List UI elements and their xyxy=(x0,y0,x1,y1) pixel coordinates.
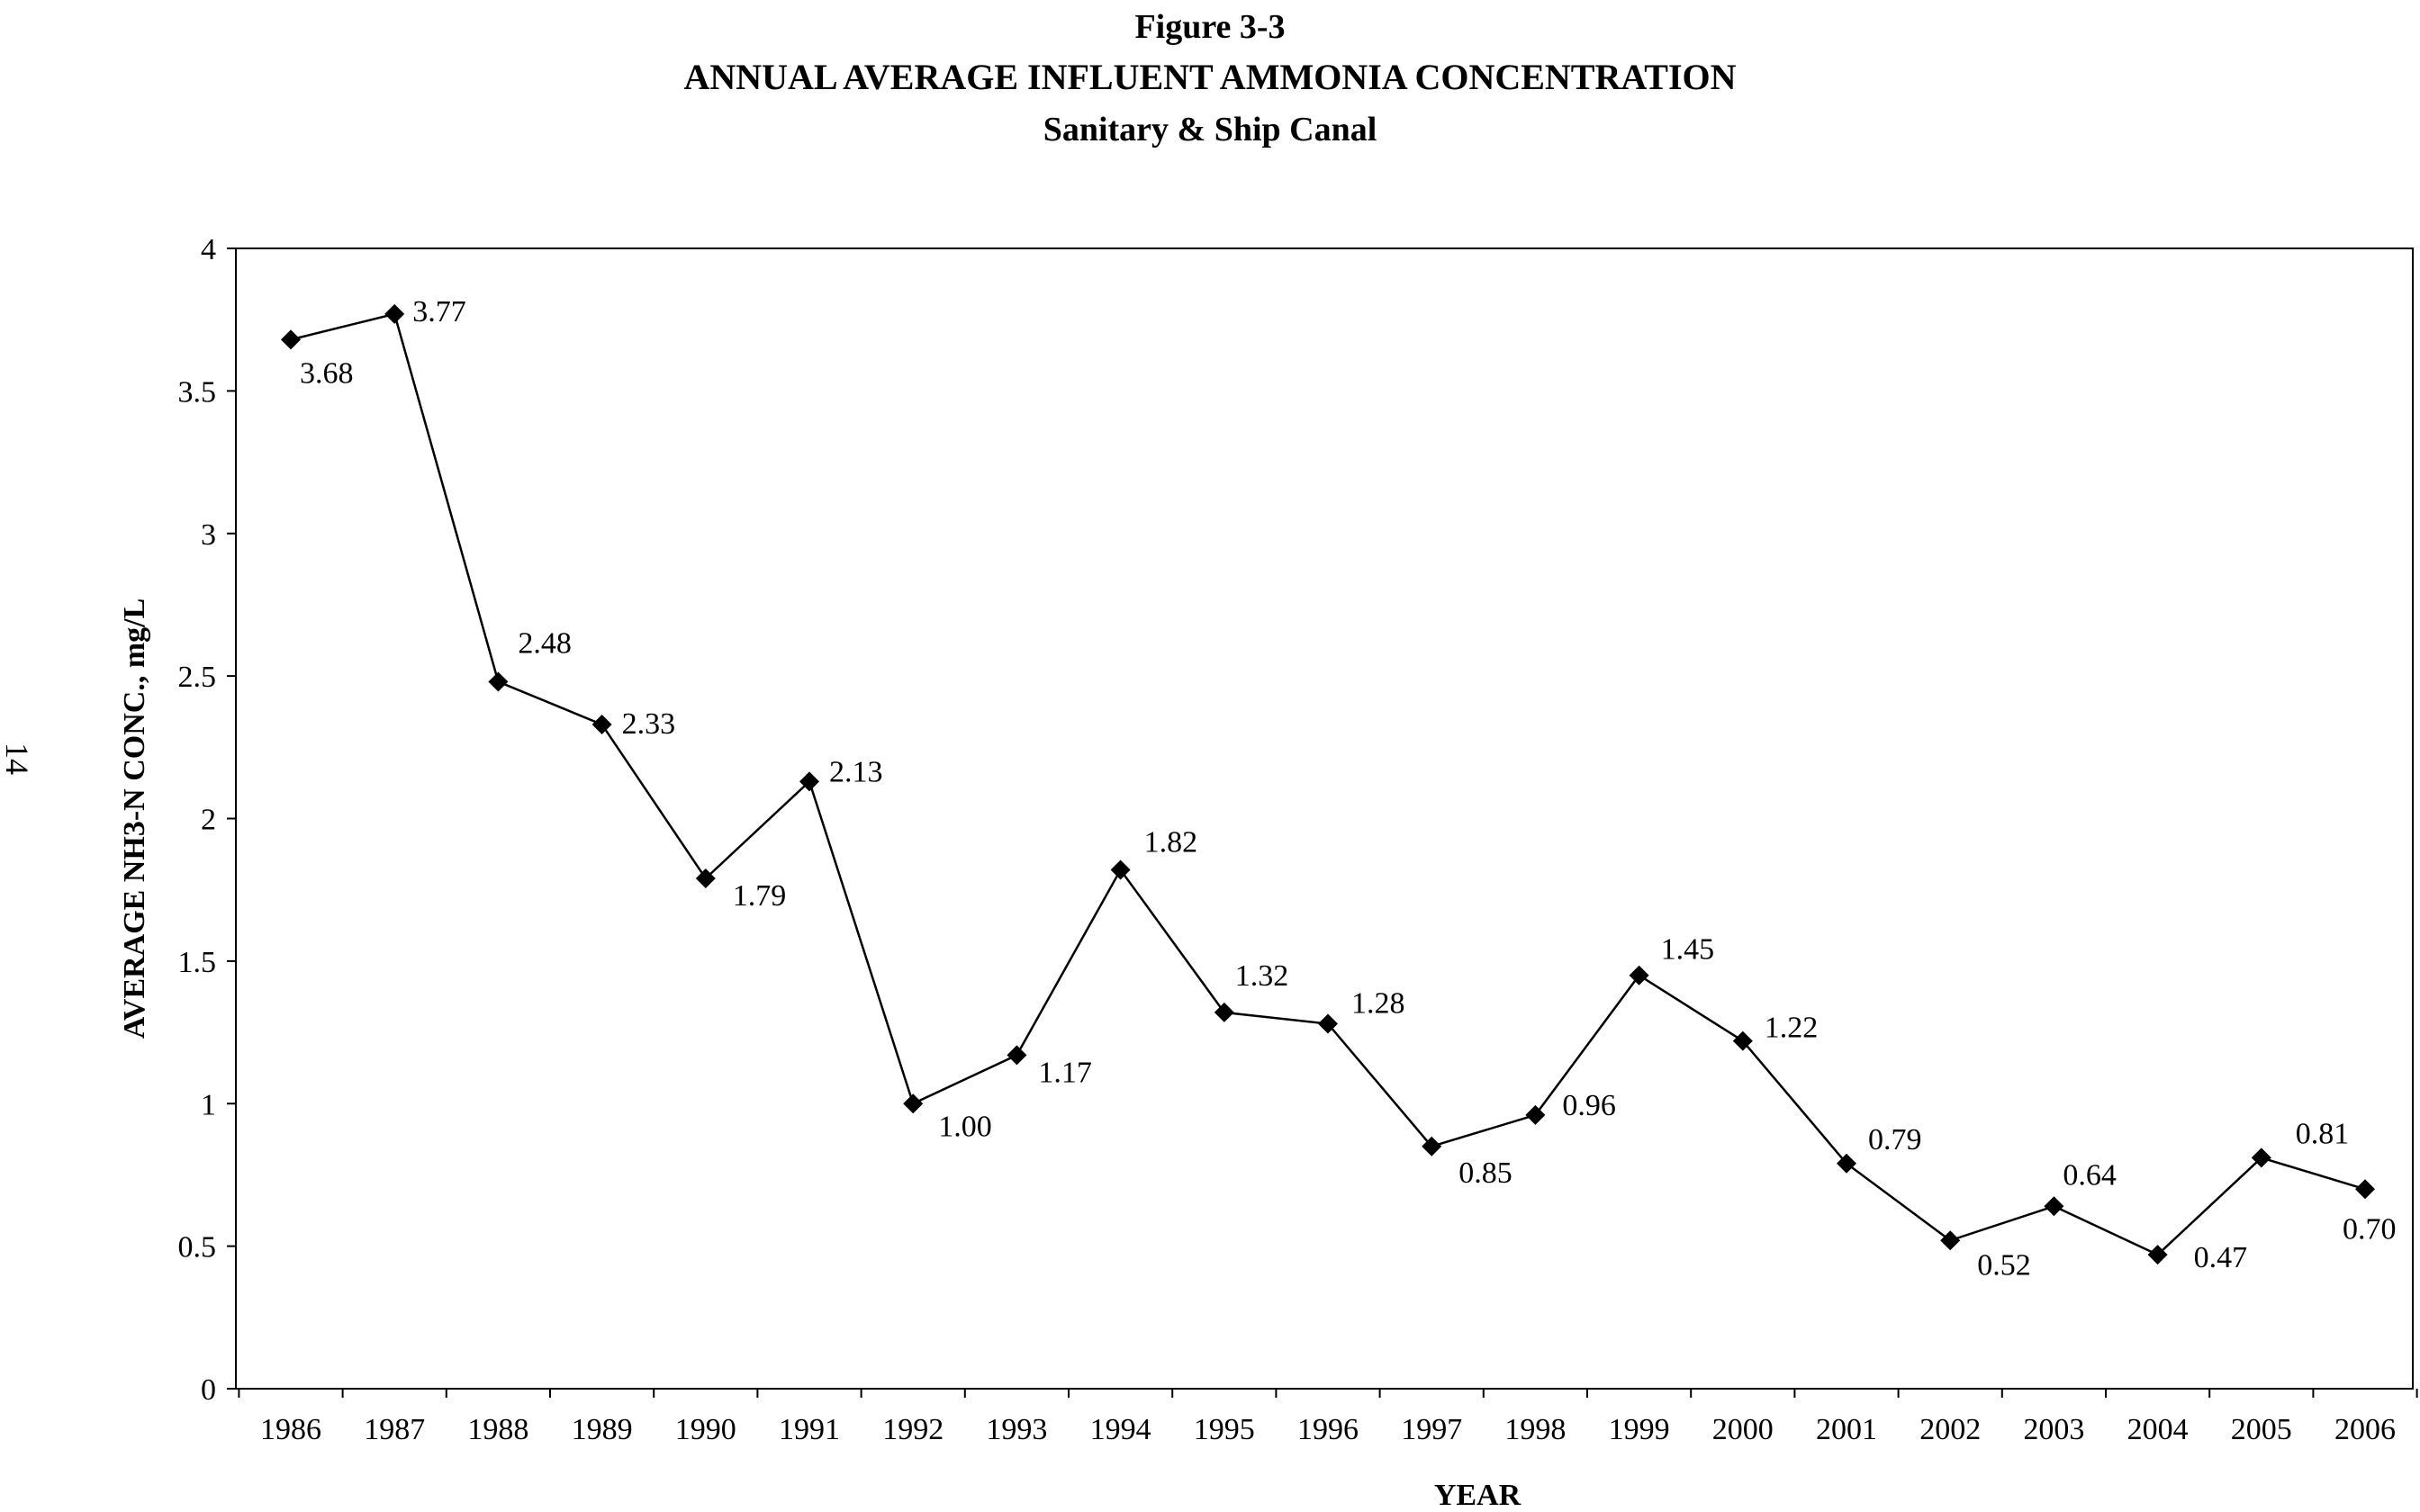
data-label: 2.13 xyxy=(829,755,883,788)
x-tick-label: 1998 xyxy=(1504,1413,1566,1446)
data-point-marker xyxy=(2147,1245,2168,1265)
x-tick-label: 2006 xyxy=(2334,1413,2396,1446)
data-label: 1.00 xyxy=(938,1110,992,1143)
data-label: 1.17 xyxy=(1038,1056,1092,1089)
data-point-marker xyxy=(281,329,301,350)
data-point-marker xyxy=(2251,1148,2271,1168)
chart-subtitle: Sanitary & Ship Canal xyxy=(1043,111,1377,148)
y-tick-label: 1 xyxy=(201,1088,216,1121)
chart-title: ANNUAL AVERAGE INFLUENT AMMONIA CONCENTR… xyxy=(683,57,1737,97)
data-point-marker xyxy=(1318,1013,1338,1034)
y-tick-label: 0 xyxy=(201,1373,216,1407)
data-label: 0.96 xyxy=(1562,1089,1616,1122)
x-tick-label: 2003 xyxy=(2023,1413,2084,1446)
data-label: 1.32 xyxy=(1235,959,1289,993)
data-label: 1.82 xyxy=(1144,826,1198,860)
x-tick-label: 1994 xyxy=(1090,1413,1151,1446)
data-point-marker xyxy=(591,714,612,734)
x-tick-label: 1997 xyxy=(1401,1413,1462,1446)
data-point-marker xyxy=(1214,1002,1234,1022)
y-tick-label: 1.5 xyxy=(178,946,217,979)
x-tick-label: 1995 xyxy=(1194,1413,1255,1446)
x-tick-label: 1999 xyxy=(1609,1413,1670,1446)
x-tick-label: 1989 xyxy=(572,1413,633,1446)
data-label: 0.79 xyxy=(1868,1123,1922,1156)
data-label: 0.70 xyxy=(2343,1212,2397,1246)
data-label: 0.85 xyxy=(1458,1156,1512,1190)
data-point-marker xyxy=(799,771,819,792)
x-tick-label: 1987 xyxy=(364,1413,425,1446)
x-tick-label: 1992 xyxy=(882,1413,944,1446)
y-tick-label: 2.5 xyxy=(178,661,217,694)
data-point-marker xyxy=(695,868,716,889)
plot-area-border xyxy=(235,248,2414,1390)
data-label: 2.33 xyxy=(622,707,676,741)
x-tick-label: 1993 xyxy=(986,1413,1047,1446)
data-label: 0.64 xyxy=(2063,1158,2117,1192)
data-point-marker xyxy=(1629,965,1649,986)
x-tick-label: 2000 xyxy=(1712,1413,1774,1446)
x-tick-label: 2001 xyxy=(1816,1413,1877,1446)
x-tick-label: 2005 xyxy=(2231,1413,2292,1446)
data-point-marker xyxy=(1732,1030,1753,1051)
x-tick-label: 1986 xyxy=(260,1413,321,1446)
data-label: 2.48 xyxy=(518,626,572,660)
data-label: 1.22 xyxy=(1765,1012,1819,1045)
data-point-marker xyxy=(1525,1104,1546,1125)
data-label: 1.79 xyxy=(733,879,787,913)
data-label: 0.52 xyxy=(1977,1248,2031,1282)
figure-label: Figure 3-3 xyxy=(1134,8,1286,46)
data-label: 0.47 xyxy=(2194,1241,2248,1274)
data-point-marker xyxy=(1422,1136,1442,1156)
data-point-marker xyxy=(1940,1230,1961,1251)
x-tick-label: 2004 xyxy=(2127,1413,2189,1446)
x-tick-label: 1988 xyxy=(467,1413,528,1446)
y-axis-title: AVERAGE NH3-N CONC., mg/L xyxy=(118,598,151,1040)
data-label: 0.81 xyxy=(2296,1117,2350,1150)
x-tick-label: 2002 xyxy=(1919,1413,1981,1446)
y-tick-label: 4 xyxy=(201,233,216,266)
data-point-marker xyxy=(2044,1196,2064,1217)
y-tick-label: 3.5 xyxy=(178,375,217,409)
y-tick-label: 0.5 xyxy=(178,1231,217,1264)
data-label: 1.28 xyxy=(1351,987,1405,1021)
y-tick-label: 2 xyxy=(201,804,216,837)
data-point-marker xyxy=(384,303,405,324)
data-point-marker xyxy=(2355,1179,2375,1200)
data-point-marker xyxy=(488,671,509,692)
data-point-marker xyxy=(1837,1153,1856,1174)
series-line xyxy=(290,312,2366,1256)
data-label: 3.77 xyxy=(412,295,466,328)
x-tick-label: 1991 xyxy=(779,1413,840,1446)
y-tick-label: 3 xyxy=(201,518,216,552)
data-label: 3.68 xyxy=(300,356,354,390)
data-point-marker xyxy=(903,1094,924,1114)
data-label: 1.45 xyxy=(1661,933,1715,967)
x-tick-label: 1996 xyxy=(1297,1413,1359,1446)
x-tick-label: 1990 xyxy=(675,1413,736,1446)
data-point-marker xyxy=(1110,860,1131,880)
x-axis-title: YEAR xyxy=(1434,1479,1522,1512)
data-point-marker xyxy=(1007,1045,1027,1066)
